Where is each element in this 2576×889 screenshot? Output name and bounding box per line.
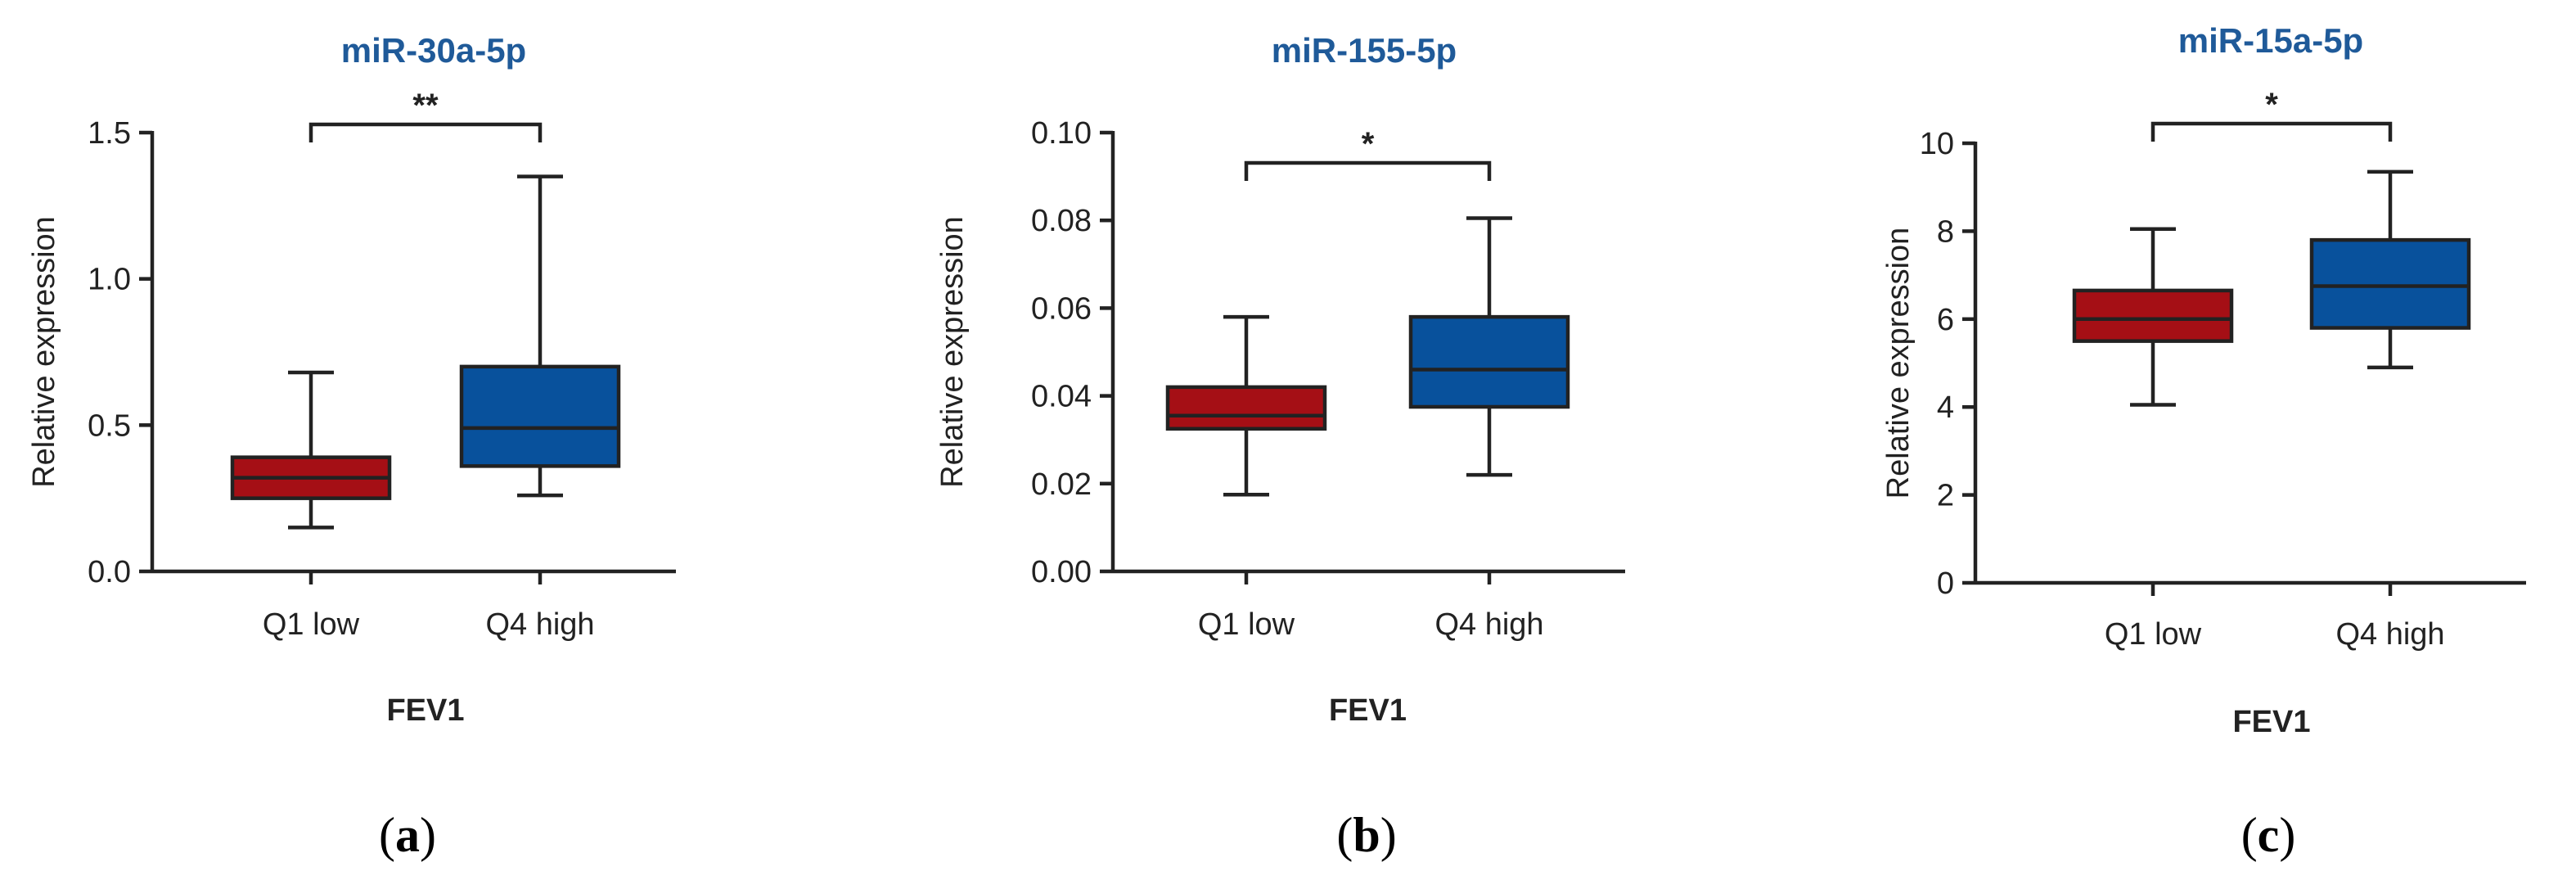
chart-panel-b: miR-155-5p 0.00 0.02 0.04 0.06 0.08 0.10 Relati…	[935, 31, 1625, 862]
x-tick-label: Q1 low	[1198, 607, 1295, 642]
box-iqr	[459, 364, 621, 468]
y-axis-label: Relative expression	[27, 216, 61, 488]
y-tick-label: 6	[1937, 303, 1954, 337]
box-iqr	[2309, 237, 2471, 330]
box-1	[459, 174, 621, 498]
y-tick-label: 2	[1937, 479, 1954, 513]
y-tick-label: 1.5	[88, 116, 131, 151]
y-axis-label: Relative expression	[935, 216, 970, 488]
x-tick-label: Q4 high	[1434, 607, 1543, 642]
y-tick-label: 0.04	[1031, 380, 1092, 414]
significance-bracket	[2150, 121, 2393, 142]
y-tick-label: 0.08	[1031, 204, 1092, 238]
significance-stars: *	[2265, 87, 2278, 123]
y-tick-label: 0.0	[88, 555, 131, 589]
significance-stars: *	[1362, 126, 1375, 162]
y-tick-label: 0.06	[1031, 291, 1092, 326]
box-1	[2309, 169, 2471, 370]
significance-bracket	[308, 122, 543, 142]
y-tick-label: 0.02	[1031, 467, 1092, 502]
chart-title: miR-30a-5p	[341, 31, 526, 70]
panel-label: (a)	[379, 808, 436, 862]
x-axis-label: FEV1	[386, 693, 464, 728]
x-axis-label: FEV1	[2232, 705, 2310, 739]
chart-panel-a: miR-30a-5p 0.0 0.5 1.0 1.5 Relative expressio…	[27, 31, 676, 862]
box-0	[1165, 314, 1327, 497]
significance-bracket	[1244, 160, 1492, 181]
y-tick-label: 0.00	[1031, 555, 1092, 589]
y-tick-label: 10	[1920, 127, 1954, 161]
box-iqr	[1165, 385, 1327, 431]
x-axis-label: FEV1	[1329, 693, 1407, 728]
y-tick-label: 4	[1937, 390, 1954, 425]
y-tick-label: 0.5	[88, 408, 131, 443]
y-tick-label: 0	[1937, 566, 1954, 601]
chart-panel-c: miR-15a-5p 0 2 4 6 8 10 Relative expression Q1 l…	[1881, 21, 2526, 862]
significance-stars: **	[412, 88, 439, 124]
panel-letter: a	[395, 808, 420, 862]
box-1	[1408, 216, 1570, 477]
y-axis-label: Relative expression	[1881, 228, 1916, 499]
panel-label: (c)	[2241, 808, 2296, 862]
box-0	[2072, 227, 2234, 407]
x-tick-label: Q1 low	[263, 607, 360, 642]
panel-letter: c	[2258, 808, 2280, 862]
box-iqr	[2072, 288, 2234, 343]
panel-label: (b)	[1336, 808, 1396, 862]
x-tick-label: Q4 high	[485, 607, 594, 642]
box-iqr	[1408, 314, 1570, 409]
box-0	[230, 370, 392, 530]
panel-letter: b	[1353, 808, 1380, 862]
chart-title: miR-15a-5p	[2178, 21, 2363, 60]
y-tick-label: 8	[1937, 214, 1954, 249]
chart-title: miR-155-5p	[1272, 31, 1457, 70]
x-tick-label: Q4 high	[2335, 617, 2444, 652]
y-tick-label: 0.10	[1031, 116, 1092, 151]
y-tick-label: 1.0	[88, 263, 131, 297]
x-tick-label: Q1 low	[2105, 617, 2202, 652]
